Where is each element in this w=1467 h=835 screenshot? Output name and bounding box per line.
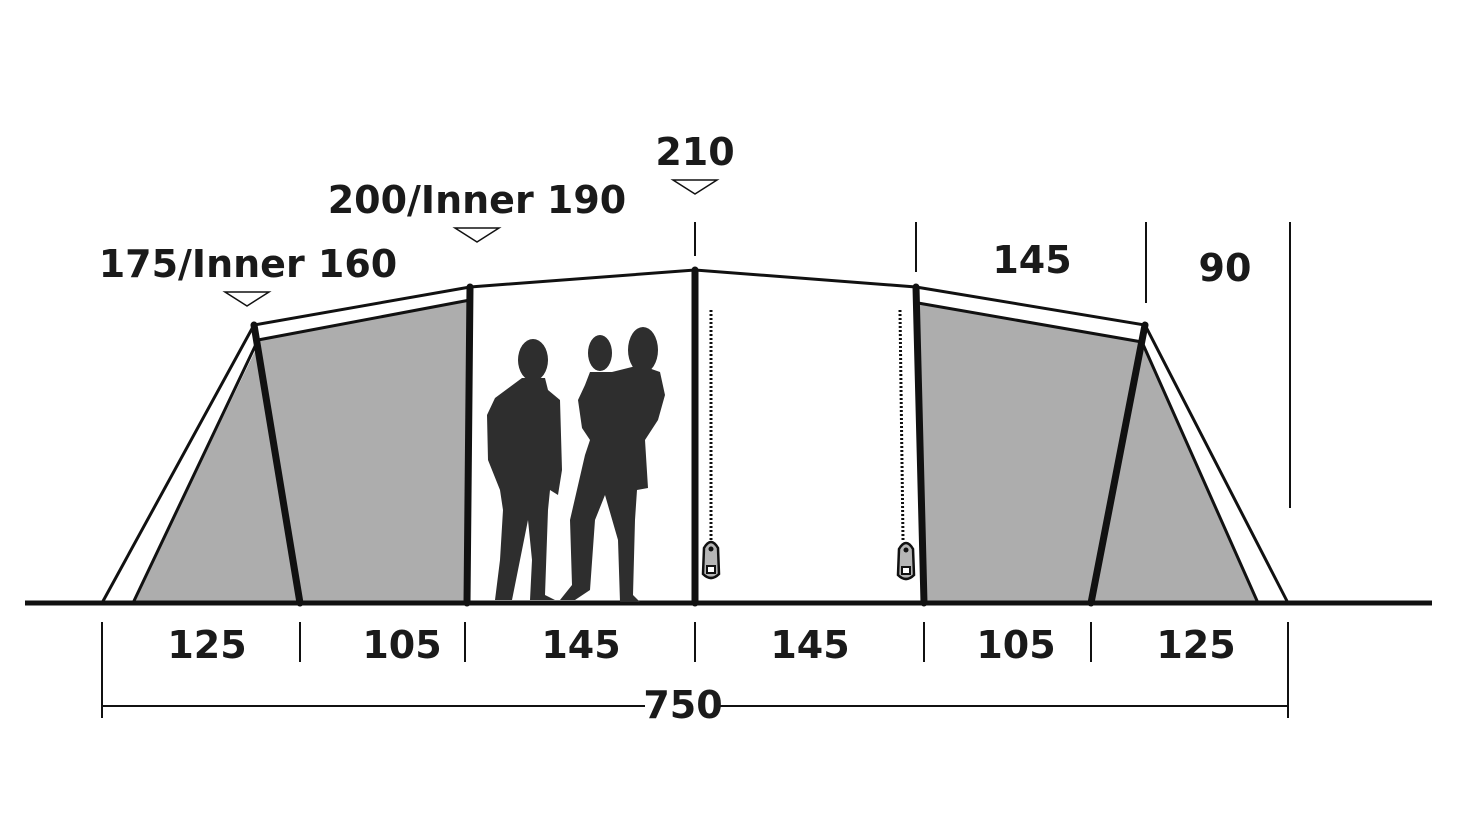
end-height-label: 175/Inner 160 (99, 242, 398, 286)
zipper-pull-left-icon (701, 540, 721, 580)
segment-width-label: 145 (541, 623, 620, 667)
inner-right-bedroom (918, 303, 1142, 603)
person-silhouette-adult (487, 339, 562, 600)
door-zipper-right (898, 309, 905, 541)
segment-width-label: 125 (167, 623, 246, 667)
height-marker-mid-icon (452, 227, 502, 243)
inner-left-bedroom (258, 300, 470, 603)
center-height-label: 210 (655, 130, 734, 174)
zipper-pull-right-icon (896, 541, 916, 581)
inner-left-end (133, 345, 300, 603)
height-marker-end-icon (222, 291, 272, 307)
right-section-width-label: 145 (992, 238, 1071, 282)
total-length-label: 750 (643, 683, 722, 727)
segment-width-label: 105 (362, 623, 441, 667)
segment-width-label: 145 (770, 623, 849, 667)
height-marker-center-icon (670, 179, 720, 195)
segment-width-label: 125 (1156, 623, 1235, 667)
person-silhouette-adult-with-child (560, 327, 665, 602)
inner-right-end (1091, 345, 1258, 603)
segment-width-label: 105 (976, 623, 1055, 667)
pole-4 (912, 283, 928, 607)
pole-5 (1087, 321, 1149, 607)
pole-1 (250, 321, 304, 607)
right-end-width-label: 90 (1199, 246, 1252, 290)
mid-height-label: 200/Inner 190 (328, 178, 627, 222)
pole-2 (463, 283, 474, 607)
